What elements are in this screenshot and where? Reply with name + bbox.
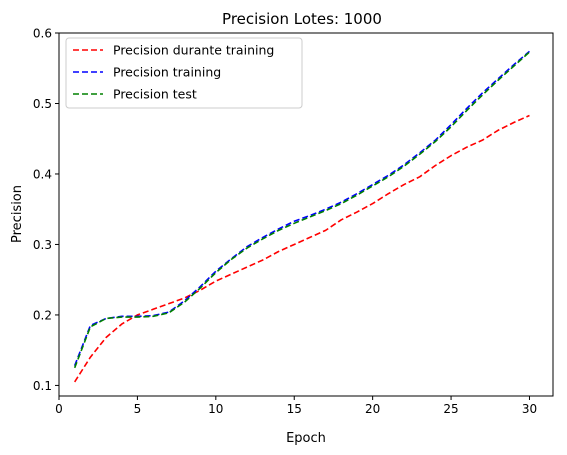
x-axis: 0 5 10 15 20 25 30 [55, 396, 537, 416]
y-tick-label: 0.2 [33, 308, 52, 322]
x-tick-label: 30 [522, 402, 537, 416]
legend-box [65, 37, 303, 109]
x-tick-label: 25 [443, 402, 458, 416]
legend-label: Precision durante training [113, 43, 274, 58]
series-line-0 [74, 114, 530, 383]
y-tick-label: 0.3 [33, 238, 52, 252]
x-axis-label: Epoch [286, 431, 326, 446]
legend-label: Precision test [113, 87, 197, 102]
chart-title: Precision Lotes: 1000 [222, 10, 382, 28]
x-tick-label: 20 [365, 402, 380, 416]
series-line-2 [73, 51, 531, 369]
legend-label: Precision training [113, 65, 221, 80]
y-axis-label: Precision [10, 185, 25, 243]
plot-area [58, 32, 554, 397]
series-layer [73, 50, 531, 383]
y-tick-label: 0.4 [33, 167, 52, 181]
legend: Precision durante training Precision trai… [65, 37, 303, 109]
y-tick-label: 0.5 [33, 97, 52, 111]
y-tick-label: 0.6 [33, 27, 52, 41]
x-tick-label: 10 [208, 402, 223, 416]
x-tick-label: 5 [134, 402, 142, 416]
series-line-1 [73, 50, 530, 366]
x-tick-label: 15 [287, 402, 302, 416]
plot-frame [58, 32, 554, 397]
y-tick-label: 0.1 [33, 379, 52, 393]
x-tick-label: 0 [55, 402, 63, 416]
y-axis: 0.1 0.2 0.3 0.4 0.5 0.6 [33, 27, 59, 393]
